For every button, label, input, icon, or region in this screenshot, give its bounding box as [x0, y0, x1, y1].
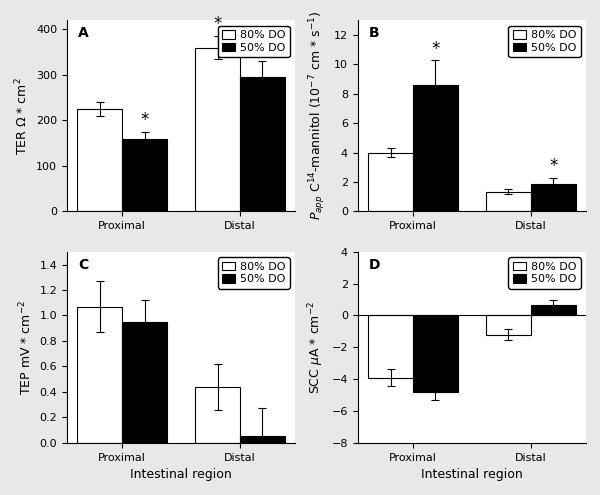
- Bar: [240, 77, 285, 211]
- Bar: [486, 315, 531, 335]
- Bar: [368, 315, 413, 378]
- Y-axis label: TER $\Omega$ * cm$^2$: TER $\Omega$ * cm$^2$: [14, 77, 31, 155]
- Text: *: *: [140, 110, 149, 129]
- Y-axis label: $P_{app}$ C$^{14}$-mannitol (10$^{-7}$ cm * s$^{-1}$): $P_{app}$ C$^{14}$-mannitol (10$^{-7}$ c…: [308, 11, 328, 220]
- Legend: 80% DO, 50% DO: 80% DO, 50% DO: [508, 257, 581, 289]
- Bar: [531, 305, 576, 315]
- Bar: [486, 192, 531, 211]
- Legend: 80% DO, 50% DO: 80% DO, 50% DO: [218, 26, 290, 57]
- Bar: [413, 315, 458, 392]
- Bar: [122, 139, 167, 211]
- Text: B: B: [369, 26, 380, 40]
- Bar: [413, 85, 458, 211]
- Text: C: C: [79, 257, 89, 272]
- Bar: [195, 48, 240, 211]
- Y-axis label: TEP mV * cm$^{-2}$: TEP mV * cm$^{-2}$: [17, 300, 34, 395]
- Bar: [531, 184, 576, 211]
- Bar: [77, 306, 122, 443]
- Bar: [240, 437, 285, 443]
- Bar: [195, 387, 240, 443]
- Bar: [77, 109, 122, 211]
- Legend: 80% DO, 50% DO: 80% DO, 50% DO: [218, 257, 290, 289]
- Legend: 80% DO, 50% DO: 80% DO, 50% DO: [508, 26, 581, 57]
- Bar: [368, 152, 413, 211]
- Text: *: *: [431, 40, 440, 58]
- Bar: [122, 322, 167, 443]
- Text: *: *: [549, 157, 557, 175]
- Text: *: *: [214, 15, 222, 33]
- Text: D: D: [369, 257, 380, 272]
- X-axis label: Intestinal region: Intestinal region: [130, 468, 232, 481]
- Text: A: A: [79, 26, 89, 40]
- X-axis label: Intestinal region: Intestinal region: [421, 468, 523, 481]
- Y-axis label: SCC $\mu$A * cm$^{-2}$: SCC $\mu$A * cm$^{-2}$: [307, 301, 326, 394]
